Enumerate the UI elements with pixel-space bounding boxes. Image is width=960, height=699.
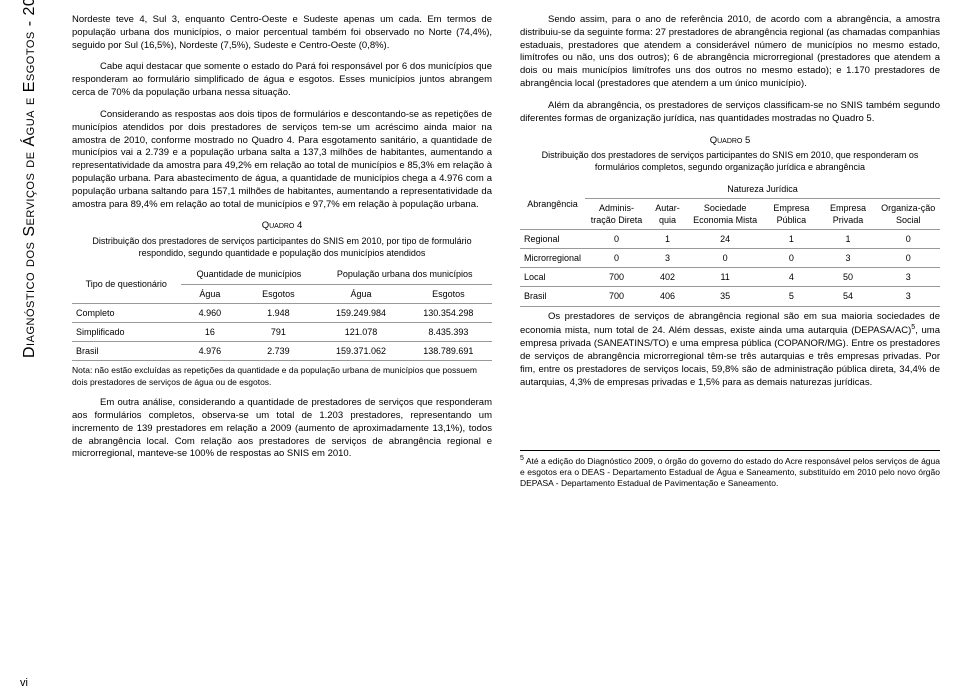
cell: 0	[876, 249, 940, 268]
table-row: Brasil 700 406 35 5 54 3	[520, 287, 940, 306]
cell: 1.948	[239, 303, 317, 322]
page-number: vi	[20, 677, 28, 689]
paragraph: Sendo assim, para o ano de referência 20…	[520, 14, 940, 91]
table-header: Esgotos	[405, 284, 492, 303]
table-header: Água	[181, 284, 240, 303]
cell: 0	[585, 230, 648, 249]
cell: 3	[876, 287, 940, 306]
cell: 3	[648, 249, 687, 268]
footnote: 5 Até a edição do Diagnóstico 2009, o ór…	[520, 450, 940, 490]
table-header: Tipo de questionário	[72, 265, 181, 303]
table-row: Regional 0 1 24 1 1 0	[520, 230, 940, 249]
table-row: Local 700 402 11 4 50 3	[520, 268, 940, 287]
quadro4-table: Tipo de questionário Quantidade de munic…	[72, 265, 492, 361]
cell: 8.435.393	[405, 322, 492, 341]
left-column: Nordeste teve 4, Sul 3, enquanto Centro-…	[72, 14, 492, 490]
cell: 4.976	[181, 342, 240, 361]
quadro4-title: Quadro 4	[72, 220, 492, 233]
cell: 3	[820, 249, 877, 268]
table-row: Brasil 4.976 2.739 159.371.062 138.789.6…	[72, 342, 492, 361]
quadro5-title: Quadro 5	[520, 135, 940, 148]
cell: 130.354.298	[405, 303, 492, 322]
cell: 16	[181, 322, 240, 341]
paragraph: Cabe aqui destacar que somente o estado …	[72, 61, 492, 99]
table-header: Empresa Pública	[763, 198, 819, 229]
cell: 700	[585, 287, 648, 306]
table-header: Quantidade de municípios	[181, 265, 318, 284]
cell: Brasil	[520, 287, 585, 306]
paragraph: Considerando as respostas aos dois tipos…	[72, 109, 492, 212]
quadro5-subtitle: Distribuição dos prestadores de serviços…	[520, 149, 940, 173]
table-header: População urbana dos municípios	[317, 265, 492, 284]
paragraph: Os prestadores de serviços de abrangênci…	[520, 311, 940, 390]
cell: 24	[687, 230, 763, 249]
table-header: Abrangência	[520, 180, 585, 230]
quadro4-note: Nota: não estão excluídas as repetições …	[72, 365, 492, 388]
paragraph: Nordeste teve 4, Sul 3, enquanto Centro-…	[72, 14, 492, 52]
quadro4-subtitle: Distribuição dos prestadores de serviços…	[72, 235, 492, 259]
cell: 4	[763, 268, 819, 287]
paragraph: Em outra análise, considerando a quantid…	[72, 397, 492, 461]
cell: Microrregional	[520, 249, 585, 268]
table-header: Esgotos	[239, 284, 317, 303]
table-header: Natureza Jurídica	[585, 180, 940, 199]
cell: 11	[687, 268, 763, 287]
table-header: Empresa Privada	[820, 198, 877, 229]
cell: 1	[820, 230, 877, 249]
cell: 54	[820, 287, 877, 306]
cell: 5	[763, 287, 819, 306]
cell: 1	[763, 230, 819, 249]
table-header: Sociedade Economia Mista	[687, 198, 763, 229]
table-header: Adminis-tração Direta	[585, 198, 648, 229]
cell: 700	[585, 268, 648, 287]
cell: 138.789.691	[405, 342, 492, 361]
cell: 3	[876, 268, 940, 287]
cell: 791	[239, 322, 317, 341]
table-header: Água	[317, 284, 404, 303]
cell: Completo	[72, 303, 181, 322]
cell: 0	[687, 249, 763, 268]
cell: 0	[585, 249, 648, 268]
cell: 50	[820, 268, 877, 287]
cell: Regional	[520, 230, 585, 249]
cell: 0	[763, 249, 819, 268]
text: Os prestadores de serviços de abrangênci…	[520, 311, 940, 337]
cell: 159.249.984	[317, 303, 404, 322]
table-row: Simplificado 16 791 121.078 8.435.393	[72, 322, 492, 341]
table-row: Completo 4.960 1.948 159.249.984 130.354…	[72, 303, 492, 322]
cell: 121.078	[317, 322, 404, 341]
cell: 1	[648, 230, 687, 249]
cell: 35	[687, 287, 763, 306]
cell: Local	[520, 268, 585, 287]
cell: 0	[876, 230, 940, 249]
main-content: Nordeste teve 4, Sul 3, enquanto Centro-…	[72, 14, 942, 490]
cell: 406	[648, 287, 687, 306]
cell: Simplificado	[72, 322, 181, 341]
cell: 402	[648, 268, 687, 287]
table-header: Autar-quia	[648, 198, 687, 229]
table-header: Organiza-ção Social	[876, 198, 940, 229]
footnote-text: Até a edição do Diagnóstico 2009, o órgã…	[520, 455, 940, 488]
cell: Brasil	[72, 342, 181, 361]
cell: 2.739	[239, 342, 317, 361]
quadro5-table: Abrangência Natureza Jurídica Adminis-tr…	[520, 180, 940, 307]
paragraph: Além da abrangência, os prestadores de s…	[520, 100, 940, 126]
table-row: Microrregional 0 3 0 0 3 0	[520, 249, 940, 268]
right-column: Sendo assim, para o ano de referência 20…	[520, 14, 940, 490]
cell: 4.960	[181, 303, 240, 322]
sidebar-title: Diagnóstico dos Serviços de Água e Esgot…	[21, 0, 39, 358]
cell: 159.371.062	[317, 342, 404, 361]
